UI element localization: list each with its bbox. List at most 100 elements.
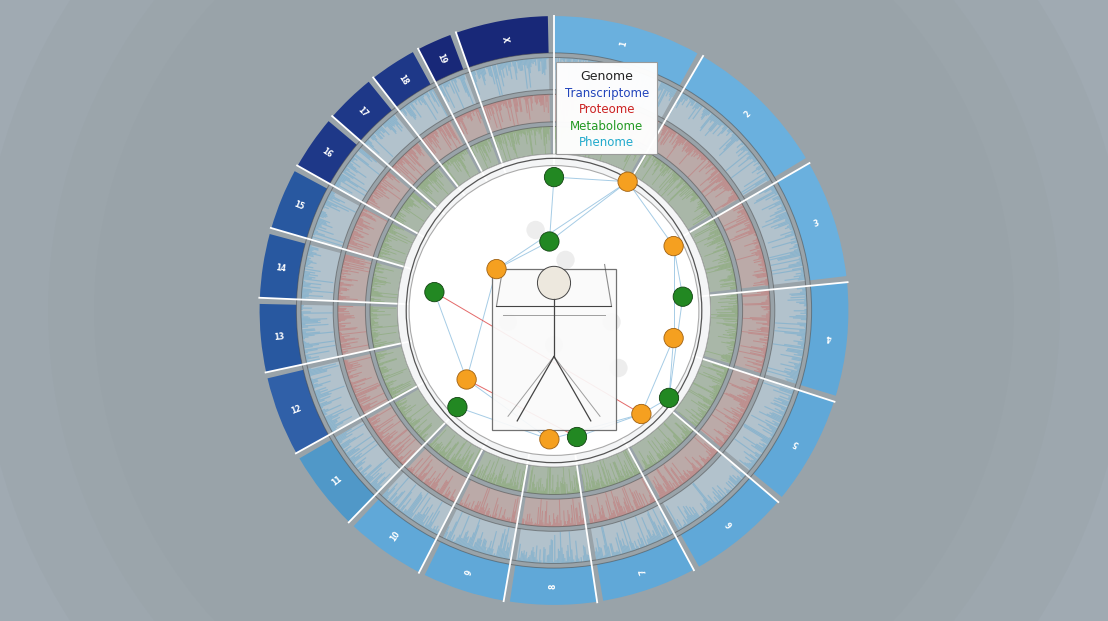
Wedge shape [720,359,730,363]
Wedge shape [373,275,387,279]
Wedge shape [722,358,731,361]
Wedge shape [396,397,407,404]
Wedge shape [357,222,368,228]
Wedge shape [595,481,598,489]
Wedge shape [649,503,650,504]
Wedge shape [692,196,699,202]
Wedge shape [735,285,737,286]
Wedge shape [483,67,486,75]
Wedge shape [435,529,440,535]
Wedge shape [453,78,460,92]
Wedge shape [359,215,362,217]
Wedge shape [701,413,706,416]
Wedge shape [649,499,653,504]
Wedge shape [623,141,626,148]
Wedge shape [736,145,746,153]
Wedge shape [612,64,613,66]
Wedge shape [558,523,560,527]
Wedge shape [666,447,671,453]
Wedge shape [527,490,529,492]
Wedge shape [625,450,638,474]
Wedge shape [529,514,531,525]
Wedge shape [448,160,452,166]
Wedge shape [601,62,602,65]
Wedge shape [740,403,748,407]
Wedge shape [491,65,492,66]
Wedge shape [714,428,728,440]
Wedge shape [522,550,525,561]
Wedge shape [371,292,382,294]
Wedge shape [722,374,726,376]
Wedge shape [568,127,570,134]
Wedge shape [592,519,594,524]
Wedge shape [338,320,345,321]
Wedge shape [586,468,592,491]
Wedge shape [301,245,341,301]
Wedge shape [299,440,375,522]
Wedge shape [386,384,389,386]
Wedge shape [797,247,799,249]
Wedge shape [767,322,770,323]
Wedge shape [804,309,807,310]
Wedge shape [692,470,696,474]
Wedge shape [438,74,476,114]
Wedge shape [516,483,519,491]
Wedge shape [330,422,343,430]
Wedge shape [753,340,768,343]
Wedge shape [351,384,357,388]
Wedge shape [304,346,312,348]
Wedge shape [386,497,389,500]
Wedge shape [462,465,465,470]
Wedge shape [302,287,304,288]
Wedge shape [645,469,646,470]
Wedge shape [353,391,356,392]
Wedge shape [611,543,615,556]
Wedge shape [654,476,666,496]
Wedge shape [595,61,599,80]
Wedge shape [417,507,429,524]
Wedge shape [585,60,587,63]
Wedge shape [592,476,596,490]
Wedge shape [743,424,771,442]
Wedge shape [611,515,613,519]
Wedge shape [507,540,512,560]
Circle shape [398,154,710,467]
Wedge shape [338,316,351,318]
Wedge shape [302,283,311,285]
Wedge shape [658,80,659,81]
Wedge shape [760,453,762,456]
Wedge shape [658,121,659,122]
Wedge shape [527,522,529,525]
Wedge shape [616,550,618,555]
Wedge shape [505,62,507,66]
Wedge shape [537,127,538,130]
Wedge shape [339,288,349,291]
Text: Proteome: Proteome [578,103,635,116]
Wedge shape [353,465,356,466]
Wedge shape [683,527,684,528]
Wedge shape [718,336,736,340]
Wedge shape [736,320,738,321]
Wedge shape [745,462,752,469]
Wedge shape [499,519,501,520]
Wedge shape [342,444,350,450]
Wedge shape [615,103,617,108]
Wedge shape [387,172,400,183]
Wedge shape [722,246,727,248]
Wedge shape [654,521,663,540]
Wedge shape [442,452,445,456]
Wedge shape [605,492,614,519]
Wedge shape [701,429,722,446]
Wedge shape [671,132,676,138]
Wedge shape [799,330,807,332]
Wedge shape [459,153,463,160]
Wedge shape [340,276,342,278]
Wedge shape [371,294,382,296]
Wedge shape [766,424,777,431]
Wedge shape [663,454,747,531]
Wedge shape [679,146,695,165]
Wedge shape [431,173,437,179]
Wedge shape [765,174,768,176]
Wedge shape [362,399,387,412]
Wedge shape [761,330,769,332]
